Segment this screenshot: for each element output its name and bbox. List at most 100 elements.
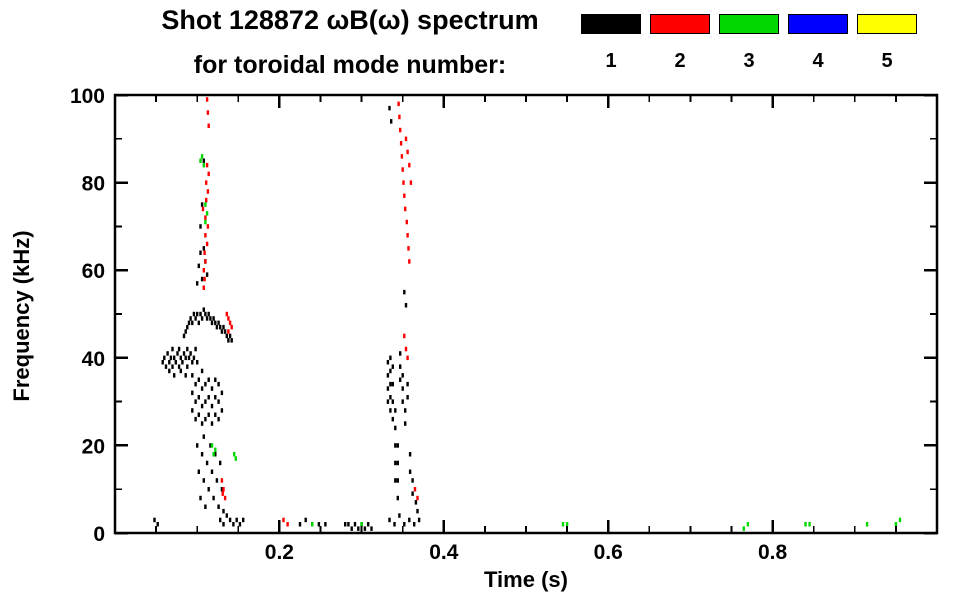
- data-point-mode-1: [214, 377, 217, 382]
- data-point-mode-1: [404, 408, 407, 413]
- data-point-mode-1: [174, 360, 177, 365]
- data-point-mode-1: [210, 469, 214, 474]
- data-point-mode-1: [176, 351, 179, 356]
- data-point-mode-1: [411, 478, 414, 483]
- data-point-mode-1: [194, 346, 197, 352]
- data-point-mode-3: [742, 526, 745, 531]
- data-point-mode-3: [199, 158, 202, 163]
- data-point-mode-1: [200, 421, 204, 426]
- plot-frame: [113, 93, 939, 535]
- data-point-mode-1: [220, 487, 224, 492]
- data-point-mode-3: [808, 522, 811, 527]
- data-point-mode-1: [173, 355, 176, 361]
- data-point-mode-1: [217, 399, 220, 404]
- data-point-mode-3: [311, 522, 314, 527]
- data-point-mode-1: [394, 460, 397, 466]
- data-point-mode-1: [210, 386, 214, 391]
- data-point-mode-1: [394, 478, 397, 483]
- data-point-mode-1: [215, 478, 219, 483]
- data-point-mode-1: [184, 355, 187, 361]
- data-point-mode-1: [396, 460, 399, 466]
- data-point-mode-1: [189, 351, 192, 356]
- data-point-mode-1: [169, 355, 173, 361]
- data-point-mode-1: [386, 373, 390, 378]
- x-axis-title: Time (s): [484, 567, 568, 592]
- data-point-mode-1: [304, 517, 307, 523]
- data-point-mode-1: [207, 487, 210, 492]
- data-point-mode-1: [197, 469, 200, 474]
- data-point-mode-2: [206, 110, 210, 115]
- data-point-mode-2: [409, 180, 413, 185]
- data-point-mode-1: [184, 373, 187, 378]
- data-point-mode-1: [219, 324, 222, 330]
- data-point-mode-1: [210, 421, 214, 426]
- data-point-mode-2: [404, 346, 408, 352]
- data-point-mode-2: [207, 171, 210, 177]
- legend-swatch-2: [650, 14, 710, 34]
- data-point-mode-2: [201, 206, 205, 212]
- data-point-mode-1: [191, 373, 194, 378]
- data-point-mode-1: [298, 522, 302, 527]
- x-tick-label: 0.4: [429, 541, 459, 564]
- data-point-mode-1: [220, 390, 224, 396]
- data-point-mode-1: [187, 320, 191, 326]
- data-point-mode-2: [406, 149, 409, 155]
- data-point-mode-1: [370, 526, 373, 531]
- data-point-mode-1: [242, 517, 245, 523]
- data-point-mode-1: [200, 386, 204, 391]
- data-point-mode-2: [413, 487, 417, 492]
- data-point-mode-3: [200, 154, 204, 159]
- data-point-mode-1: [197, 395, 200, 400]
- data-point-mode-1: [398, 513, 401, 518]
- data-point-mode-1: [396, 478, 399, 483]
- data-point-mode-1: [219, 517, 222, 523]
- data-point-mode-1: [401, 373, 404, 378]
- data-point-mode-3: [212, 452, 215, 457]
- data-point-mode-1: [202, 158, 205, 163]
- data-point-mode-2: [408, 259, 411, 264]
- x-tick-label: 0.2: [265, 541, 294, 564]
- data-point-mode-1: [200, 403, 204, 409]
- data-point-mode-1: [204, 504, 207, 509]
- data-point-mode-2: [206, 189, 210, 194]
- y-tick-label: 40: [82, 348, 105, 371]
- legend-item-5: 5: [857, 14, 917, 71]
- data-point-mode-1: [220, 408, 224, 413]
- data-point-mode-2: [205, 162, 209, 168]
- data-point-mode-1: [403, 289, 406, 295]
- data-point-mode-1: [186, 324, 189, 330]
- data-point-mode-1: [205, 272, 209, 277]
- data-point-mode-1: [404, 421, 407, 426]
- data-point-mode-1: [182, 333, 186, 339]
- data-point-mode-1: [191, 408, 194, 413]
- data-point-mode-1: [196, 311, 199, 317]
- data-point-mode-1: [367, 522, 370, 527]
- data-point-mode-1: [179, 368, 182, 374]
- data-point-mode-1: [416, 508, 419, 514]
- data-point-mode-1: [207, 395, 210, 400]
- data-point-mode-1: [235, 517, 238, 523]
- data-point-mode-2: [205, 241, 209, 247]
- legend-item-2: 2: [650, 14, 710, 71]
- data-point-mode-1: [192, 311, 196, 317]
- x-tick-label: 0.8: [758, 541, 788, 564]
- data-point-mode-1: [363, 526, 367, 531]
- data-point-mode-2: [282, 517, 285, 523]
- data-point-mode-1: [197, 412, 200, 417]
- data-point-mode-2: [286, 522, 289, 527]
- data-point-mode-1: [202, 434, 205, 439]
- data-point-mode-1: [210, 320, 214, 326]
- data-point-mode-2: [401, 167, 404, 172]
- data-point-mode-2: [405, 219, 408, 225]
- data-point-mode-1: [401, 399, 404, 404]
- data-point-mode-1: [406, 381, 409, 387]
- data-point-mode-2: [408, 162, 411, 168]
- data-point-mode-1: [189, 316, 192, 321]
- data-point-mode-1: [223, 329, 227, 334]
- data-point-mode-2: [204, 215, 207, 220]
- data-point-mode-1: [389, 395, 392, 400]
- data-point-mode-3: [204, 202, 207, 207]
- data-point-mode-2: [406, 355, 409, 361]
- data-point-mode-1: [200, 202, 204, 207]
